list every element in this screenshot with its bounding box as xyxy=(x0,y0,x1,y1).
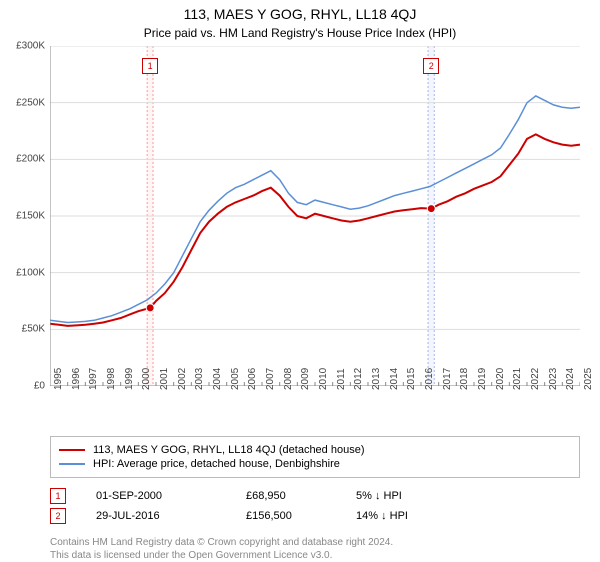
legend-item: HPI: Average price, detached house, Denb… xyxy=(59,457,571,471)
page-subtitle: Price paid vs. HM Land Registry's House … xyxy=(0,22,600,46)
y-tick-label: £250K xyxy=(0,97,45,108)
y-tick-label: £100K xyxy=(0,267,45,278)
transaction-diff: 14% ↓ HPI xyxy=(356,510,476,522)
transaction-marker: 1 xyxy=(142,58,158,74)
transaction-price: £156,500 xyxy=(246,510,326,522)
transaction-row: 1 01-SEP-2000 £68,950 5% ↓ HPI xyxy=(50,486,580,506)
transaction-price: £68,950 xyxy=(246,490,326,502)
transaction-date: 01-SEP-2000 xyxy=(96,490,216,502)
transaction-marker-cell: 2 xyxy=(50,508,66,524)
y-tick-label: £0 xyxy=(0,381,45,392)
footer-note: Contains HM Land Registry data © Crown c… xyxy=(50,536,580,562)
transaction-date: 29-JUL-2016 xyxy=(96,510,216,522)
transactions-table: 1 01-SEP-2000 £68,950 5% ↓ HPI 2 29-JUL-2016 £… xyxy=(50,486,580,526)
transaction-marker: 2 xyxy=(423,58,439,74)
legend-swatch xyxy=(59,463,85,465)
x-tick-label: 2025 xyxy=(583,368,600,390)
y-tick-label: £300K xyxy=(0,41,45,52)
transaction-row: 2 29-JUL-2016 £156,500 14% ↓ HPI xyxy=(50,506,580,526)
footer-line-1: Contains HM Land Registry data © Crown c… xyxy=(50,536,580,549)
legend-label: 113, MAES Y GOG, RHYL, LL18 4QJ (detache… xyxy=(93,444,364,456)
y-tick-label: £150K xyxy=(0,211,45,222)
legend-swatch xyxy=(59,449,85,451)
y-tick-label: £50K xyxy=(0,324,45,335)
transaction-diff: 5% ↓ HPI xyxy=(356,490,476,502)
price-chart: £0£50K£100K£150K£200K£250K£300K199519961… xyxy=(50,46,580,386)
legend: 113, MAES Y GOG, RHYL, LL18 4QJ (detache… xyxy=(50,436,580,478)
page-title: 113, MAES Y GOG, RHYL, LL18 4QJ xyxy=(0,0,600,22)
footer-line-2: This data is licensed under the Open Gov… xyxy=(50,549,580,562)
legend-label: HPI: Average price, detached house, Denb… xyxy=(93,458,340,470)
legend-item: 113, MAES Y GOG, RHYL, LL18 4QJ (detache… xyxy=(59,443,571,457)
transaction-marker-cell: 1 xyxy=(50,488,66,504)
y-tick-label: £200K xyxy=(0,154,45,165)
